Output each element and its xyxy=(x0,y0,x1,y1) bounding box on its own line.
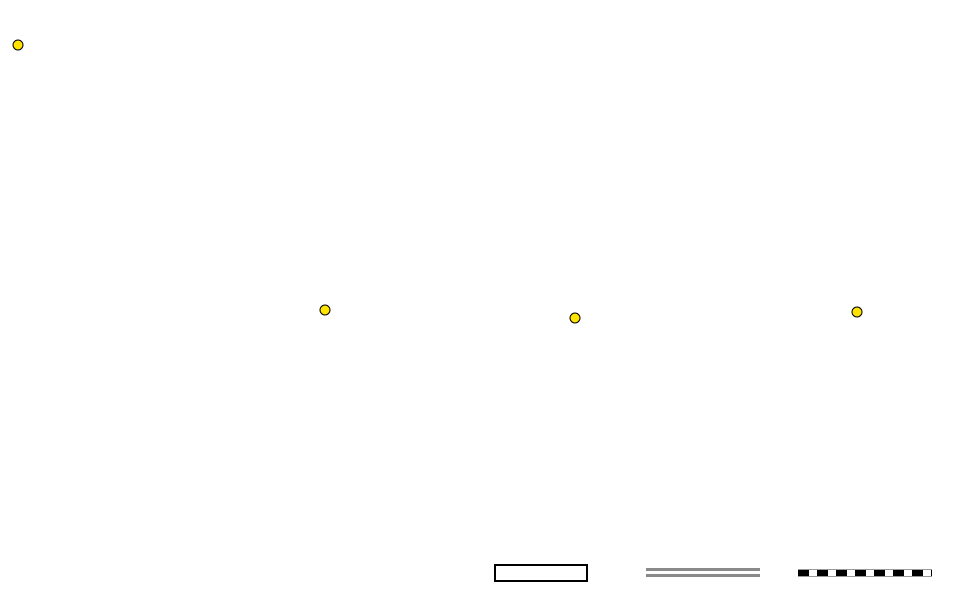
sheath-line-bottom xyxy=(646,574,760,577)
earth-marker-sphere xyxy=(851,306,863,318)
colorbar-canvas xyxy=(124,537,406,558)
current-sheath-symbol xyxy=(646,568,760,578)
imf-positive-swatch xyxy=(541,566,586,580)
ecliptic-plane-canvas xyxy=(20,100,440,520)
earth-legend-dot xyxy=(12,39,24,51)
imf-polarity-swatches xyxy=(494,564,588,582)
imf-3d-line-symbol xyxy=(798,569,932,577)
earth-marker-ecliptic xyxy=(319,304,331,316)
sheath-line-top xyxy=(646,568,760,571)
earth-marker-meridional xyxy=(569,312,581,324)
sphere-1au-canvas xyxy=(748,114,918,504)
meridional-plane-canvas xyxy=(455,100,715,540)
imf-negative-swatch xyxy=(496,566,541,580)
